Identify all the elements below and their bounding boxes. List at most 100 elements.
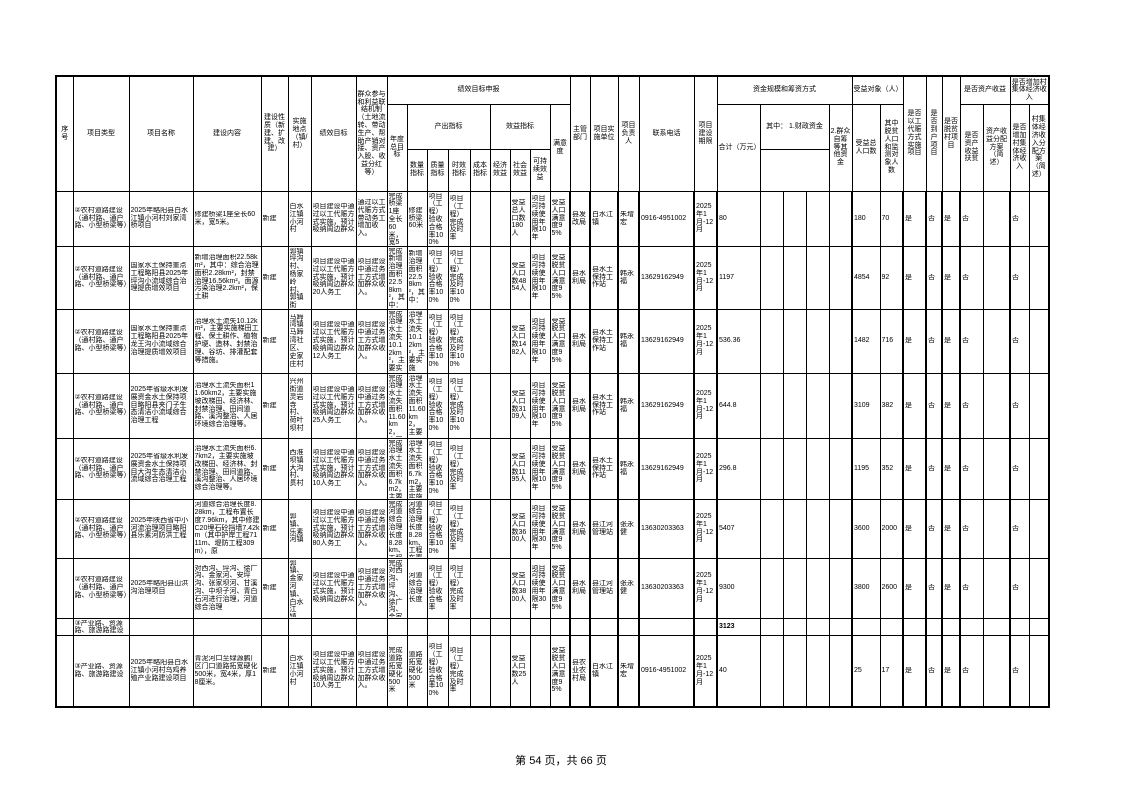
table-cell — [489, 437, 511, 500]
table-row: ③产业路、资源路、旅游路建设 3123 — [55, 617, 1050, 636]
table-cell: 1482 — [851, 308, 881, 374]
table-cell — [1028, 372, 1050, 439]
table-cell: ②农村道路建设（通村路、通户路、小型桥梁等） — [72, 437, 130, 500]
table-cell: 13630203363 — [638, 557, 695, 619]
header-cell: 绩效目标申报 — [386, 75, 571, 105]
table-cell — [805, 437, 830, 500]
table-cell: 是 — [902, 498, 927, 559]
table-cell — [1028, 245, 1050, 310]
table-cell: 否 — [1009, 308, 1030, 374]
table-cell — [489, 245, 511, 310]
table-cell: 644.8 — [716, 372, 761, 439]
table-cell — [828, 245, 853, 310]
table-cell: 县水土保持工作站 — [589, 245, 619, 310]
table-cell: 296.8 — [716, 437, 761, 500]
table-cell: 是 — [902, 372, 927, 439]
table-cell — [759, 190, 784, 247]
table-cell: 项目建设中通过务工方式增加群众收入。 — [355, 245, 388, 310]
table-cell — [959, 617, 984, 636]
table-cell — [529, 634, 551, 708]
table-cell: 否 — [925, 557, 943, 619]
table-cell — [828, 437, 853, 500]
table-cell — [569, 617, 591, 636]
table-cell — [1028, 617, 1050, 636]
header-cell: 是否资产收益 — [959, 75, 1011, 105]
table-cell: 韩永福 — [617, 372, 640, 439]
table-cell — [447, 617, 471, 636]
table-cell: 是 — [902, 308, 927, 374]
header-cell: 受益总人口数 — [851, 103, 881, 192]
table-cell — [529, 617, 551, 636]
table-cell — [805, 617, 830, 636]
table-cell: ②农村道路建设（通村路、通户路、小型桥梁等） — [72, 372, 130, 439]
table-cell: 新建 — [260, 557, 289, 619]
table-cell: 完成治理水土流失面积11.60km2，主要实施 — [386, 372, 408, 439]
table-cell: 2025年略阳县白水江镇小河村乌鸡养殖产业路建设项目 — [128, 634, 194, 708]
table-cell: 完成新增治理面积22.58km²，其中：综合治理 — [386, 245, 408, 310]
table-cell — [982, 190, 1011, 247]
table-cell: 河道综合治理长度8.28km，工程布置长度7.96km，其中修建C20埋石砼挡墙… — [192, 498, 262, 559]
table-cell: 县农业农村局 — [569, 634, 591, 708]
table-cell — [782, 634, 807, 708]
table-cell — [782, 372, 807, 439]
table-cell — [902, 617, 927, 636]
table-cell: 完成对西沟、坪沟、徐广沟、金家河、安 — [386, 557, 408, 619]
table-cell — [782, 190, 807, 247]
header-cell: 2.群众自筹等其他资金 — [828, 103, 853, 192]
table-cell — [828, 308, 853, 374]
table-cell — [982, 245, 1011, 310]
table-cell: 项目（工程）完成及时率100% — [447, 245, 471, 310]
table-cell: 新建 — [260, 245, 289, 310]
table-cell: 国家水土保持重点工程略阳县2025年坪沟小流域综合治理提质增效项目 — [128, 245, 194, 310]
table-cell: 0916-4951002 — [638, 634, 695, 708]
table-cell — [55, 372, 74, 439]
table-cell: 3800 — [851, 557, 881, 619]
table-cell: 4854 — [851, 245, 881, 310]
table-cell — [489, 557, 511, 619]
header-cell: 社会效益 — [509, 148, 531, 192]
table-cell: 项目（工程）验收合格率100% — [426, 190, 449, 247]
table-cell: 13630203363 — [638, 498, 695, 559]
table-cell — [982, 308, 1011, 374]
table-cell — [805, 634, 830, 708]
table-cell: 朱增宏 — [617, 634, 640, 708]
header-cell: 时效指标 — [447, 148, 471, 192]
table-cell: 县水利局 — [569, 308, 591, 374]
table-cell: 否 — [925, 372, 943, 439]
table-cell: 完成道路拓宽硬化500米 — [386, 634, 408, 708]
table-cell: 县水利局 — [569, 245, 591, 310]
table-cell: 2000 — [879, 498, 904, 559]
table-cell — [469, 190, 491, 247]
table-cell: 项目建设中通过务工方式增加群众收入。 — [355, 372, 388, 439]
table-cell — [469, 617, 491, 636]
table-cell: 否 — [959, 557, 984, 619]
table-cell: 受益人口数4854人 — [509, 245, 531, 310]
table-cell: 2025年省级水利发展资金水土保持项目略阳县夹门子生态清洁小流域综合治理工程 — [128, 372, 194, 439]
table-cell: 2025年1月-12月 — [693, 372, 718, 439]
header-cell: 村集体经济收入分配方案（简述） — [1028, 103, 1050, 192]
table-cell — [55, 617, 74, 636]
header-cell: 其中： 1.财政资金 — [759, 103, 830, 150]
table-cell: 新建 — [260, 498, 289, 559]
header-cell: 项目建设期限 — [693, 75, 718, 192]
table-cell: 项目建设中通过以工代赈方式实施，预计吸纳周边群众10人务工 — [310, 437, 357, 500]
table-cell: 朱增宏 — [617, 190, 640, 247]
table-cell: 项目建设中通过以工代赈方式实施，预计吸纳周边群众 — [310, 557, 357, 619]
table-cell — [489, 190, 511, 247]
table-cell: 项目可持续使用年限30年 — [529, 498, 551, 559]
table-row: ②农村道路建设（通村路、通户路、小型桥梁等） 2025年陕西省中小河流治理项目略阳… — [55, 498, 1050, 559]
table-cell — [55, 498, 74, 559]
table-cell: 受益总人口数180人 — [509, 190, 531, 247]
table-cell — [982, 498, 1011, 559]
table-cell — [782, 498, 807, 559]
table-cell: 项目（工程）完成及时率100% — [447, 372, 471, 439]
table-cell: 县水利局 — [569, 498, 591, 559]
header-cell: 数量指标 — [406, 148, 428, 192]
table-cell — [489, 308, 511, 374]
table-cell: 否 — [959, 245, 984, 310]
header-cell: 年度总目标 — [386, 103, 408, 192]
table-cell: 通过以工代赈方式带动务工增加收入。 — [355, 190, 388, 247]
table-cell: 是 — [941, 437, 961, 500]
table-cell: 项目可持续使用年限10年 — [529, 372, 551, 439]
